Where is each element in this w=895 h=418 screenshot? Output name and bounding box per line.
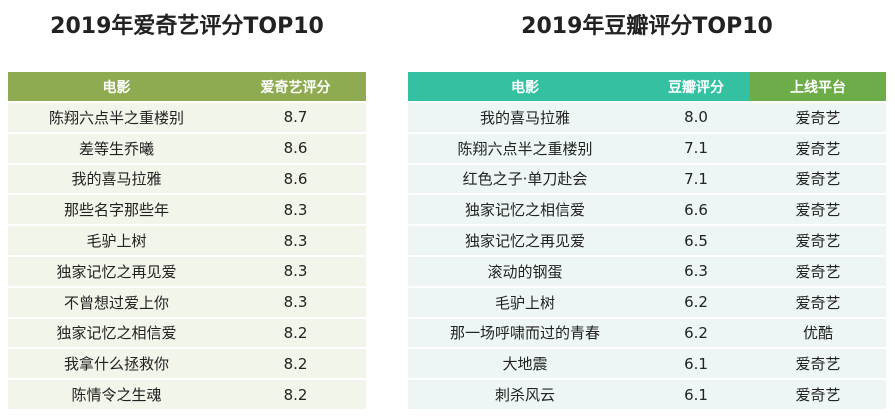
table-cell: 8.3 bbox=[225, 224, 366, 256]
table-cell: 独家记忆之再见爱 bbox=[408, 224, 642, 256]
header-row: 电影 豆瓣评分 上线平台 bbox=[408, 72, 886, 102]
table-cell: 独家记忆之相信爱 bbox=[408, 193, 642, 226]
table-cell: 8.2 bbox=[225, 347, 366, 380]
table-cell: 8.3 bbox=[225, 193, 366, 226]
table-cell: 刺杀风云 bbox=[408, 378, 642, 409]
table-cell: 我的喜马拉雅 bbox=[408, 101, 642, 133]
panel-title: 2019年豆瓣评分TOP10 bbox=[521, 14, 773, 39]
table-row: 我拿什么拯救你 8.2 bbox=[8, 347, 366, 380]
table-cell: 那一场呼啸而过的青春 bbox=[408, 316, 642, 349]
table-row: 刺杀风云 6.1 爱奇艺 bbox=[408, 378, 886, 409]
table-cell: 6.2 bbox=[642, 316, 750, 349]
table-row: 毛驴上树 6.2 爱奇艺 bbox=[408, 285, 886, 318]
table-cell: 6.6 bbox=[642, 193, 750, 226]
table-cell: 6.3 bbox=[642, 254, 750, 287]
table-row: 不曾想过爱上你 8.3 bbox=[8, 285, 366, 318]
table-cell: 我拿什么拯救你 bbox=[8, 347, 225, 380]
header-cell: 上线平台 bbox=[750, 72, 886, 102]
table-body: 陈翔六点半之重楼别 8.7 差等生乔曦 8.6 我的喜马拉雅 8.6 那些名字那些年 8.3 毛… bbox=[8, 101, 366, 409]
table-row: 独家记忆之再见爱 6.5 爱奇艺 bbox=[408, 224, 886, 256]
table-cell: 爱奇艺 bbox=[750, 347, 886, 380]
table-cell: 红色之子·单刀赴会 bbox=[408, 162, 642, 195]
table-row: 独家记忆之相信爱 8.2 bbox=[8, 316, 366, 349]
table-cell: 爱奇艺 bbox=[750, 193, 886, 226]
table-cell: 8.0 bbox=[642, 101, 750, 133]
table-cell: 毛驴上树 bbox=[408, 285, 642, 318]
table-row: 陈翔六点半之重楼别 8.7 bbox=[8, 101, 366, 133]
table-cell: 爱奇艺 bbox=[750, 378, 886, 409]
table-cell: 6.2 bbox=[642, 285, 750, 318]
table-cell: 8.3 bbox=[225, 285, 366, 318]
ranking-table: 电影 豆瓣评分 上线平台 我的喜马拉雅 8.0 爱奇艺 陈翔六点半之重楼别 7.1 爱奇艺 红色之… bbox=[408, 72, 886, 409]
table-row: 那一场呼啸而过的青春 6.2 优酷 bbox=[408, 316, 886, 349]
table-cell: 陈翔六点半之重楼别 bbox=[8, 101, 225, 133]
table-row: 大地震 6.1 爱奇艺 bbox=[408, 347, 886, 380]
table-cell: 8.3 bbox=[225, 254, 366, 287]
table-cell: 7.1 bbox=[642, 131, 750, 164]
table-row: 红色之子·单刀赴会 7.1 爱奇艺 bbox=[408, 162, 886, 195]
header-row: 电影 爱奇艺评分 bbox=[8, 72, 366, 102]
table-cell: 8.6 bbox=[225, 162, 366, 195]
table-cell: 独家记忆之相信爱 bbox=[8, 316, 225, 349]
table-row: 我的喜马拉雅 8.0 爱奇艺 bbox=[408, 101, 886, 133]
table-row: 滚动的钢蛋 6.3 爱奇艺 bbox=[408, 254, 886, 287]
table-cell: 滚动的钢蛋 bbox=[408, 254, 642, 287]
table-cell: 6.1 bbox=[642, 347, 750, 380]
table-header: 电影 爱奇艺评分 bbox=[8, 72, 366, 102]
table-cell: 爱奇艺 bbox=[750, 254, 886, 287]
header-cell: 豆瓣评分 bbox=[642, 72, 750, 102]
table-cell: 不曾想过爱上你 bbox=[8, 285, 225, 318]
table-cell: 陈情令之生魂 bbox=[8, 378, 225, 409]
table-header: 电影 豆瓣评分 上线平台 bbox=[408, 72, 886, 102]
table-cell: 8.6 bbox=[225, 131, 366, 164]
table-row: 那些名字那些年 8.3 bbox=[8, 193, 366, 226]
header-cell: 电影 bbox=[408, 72, 642, 102]
table-cell: 爱奇艺 bbox=[750, 131, 886, 164]
table-cell: 8.2 bbox=[225, 316, 366, 349]
table-cell: 独家记忆之再见爱 bbox=[8, 254, 225, 287]
table-row: 毛驴上树 8.3 bbox=[8, 224, 366, 256]
panel-title: 2019年爱奇艺评分TOP10 bbox=[50, 14, 324, 39]
table-cell: 7.1 bbox=[642, 162, 750, 195]
table-cell: 爱奇艺 bbox=[750, 224, 886, 256]
table-cell: 优酷 bbox=[750, 316, 886, 349]
table-cell: 爱奇艺 bbox=[750, 285, 886, 318]
table-cell: 差等生乔曦 bbox=[8, 131, 225, 164]
table-cell: 那些名字那些年 bbox=[8, 193, 225, 226]
table-cell: 6.5 bbox=[642, 224, 750, 256]
table-cell: 我的喜马拉雅 bbox=[8, 162, 225, 195]
table-cell: 毛驴上树 bbox=[8, 224, 225, 256]
table-cell: 8.2 bbox=[225, 378, 366, 409]
table-row: 陈情令之生魂 8.2 bbox=[8, 378, 366, 409]
ranking-table: 电影 爱奇艺评分 陈翔六点半之重楼别 8.7 差等生乔曦 8.6 我的喜马拉雅 8.6 那些名字… bbox=[8, 72, 366, 409]
table-row: 我的喜马拉雅 8.6 bbox=[8, 162, 366, 195]
table-cell: 大地震 bbox=[408, 347, 642, 380]
table-row: 独家记忆之再见爱 8.3 bbox=[8, 254, 366, 287]
table-cell: 爱奇艺 bbox=[750, 162, 886, 195]
table-cell: 陈翔六点半之重楼别 bbox=[408, 131, 642, 164]
table-row: 陈翔六点半之重楼别 7.1 爱奇艺 bbox=[408, 131, 886, 164]
header-cell: 爱奇艺评分 bbox=[225, 72, 366, 102]
table-row: 差等生乔曦 8.6 bbox=[8, 131, 366, 164]
table-cell: 爱奇艺 bbox=[750, 101, 886, 133]
table-cell: 6.1 bbox=[642, 378, 750, 409]
table-cell: 8.7 bbox=[225, 101, 366, 133]
table-body: 我的喜马拉雅 8.0 爱奇艺 陈翔六点半之重楼别 7.1 爱奇艺 红色之子·单刀赴会 7.1 爱… bbox=[408, 101, 886, 409]
table-row: 独家记忆之相信爱 6.6 爱奇艺 bbox=[408, 193, 886, 226]
header-cell: 电影 bbox=[8, 72, 225, 102]
